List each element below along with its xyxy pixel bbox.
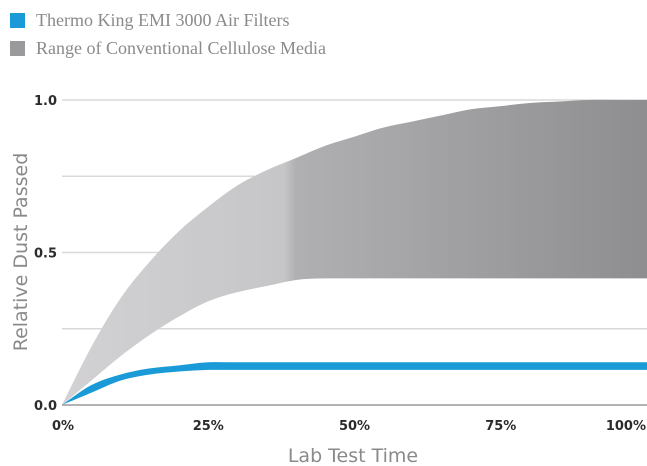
- x-tick-label-3: 75%: [485, 419, 516, 434]
- legend-label-emi3000: Thermo King EMI 3000 Air Filters: [36, 9, 290, 30]
- emi3000-band: [62, 362, 647, 405]
- x-tick-labels: 0% 25% 50% 75% 100%: [52, 419, 646, 434]
- cellulose-range-band: [62, 99, 647, 405]
- y-tick-label-1: 0.5: [34, 247, 57, 262]
- y-tick-labels: 0.0 0.5 1.0: [34, 94, 57, 414]
- legend-item-cellulose: Range of Conventional Cellulose Media: [10, 34, 326, 62]
- x-axis-label: Lab Test Time: [288, 445, 418, 466]
- chart-legend: Thermo King EMI 3000 Air Filters Range o…: [10, 6, 326, 62]
- series-layer: [62, 99, 647, 405]
- x-tick-label-4: 100%: [606, 419, 646, 434]
- y-tick-label-2: 1.0: [34, 94, 57, 109]
- x-tick-label-0: 0%: [52, 419, 74, 434]
- y-tick-label-0: 0.0: [34, 399, 57, 414]
- x-tick-label-2: 50%: [339, 419, 370, 434]
- x-tick-label-1: 25%: [193, 419, 224, 434]
- legend-swatch-blue: [10, 12, 25, 28]
- legend-item-emi3000: Thermo King EMI 3000 Air Filters: [10, 6, 326, 34]
- y-axis-label: Relative Dust Passed: [10, 153, 32, 352]
- legend-swatch-gray: [10, 40, 25, 56]
- legend-label-cellulose: Range of Conventional Cellulose Media: [36, 37, 326, 58]
